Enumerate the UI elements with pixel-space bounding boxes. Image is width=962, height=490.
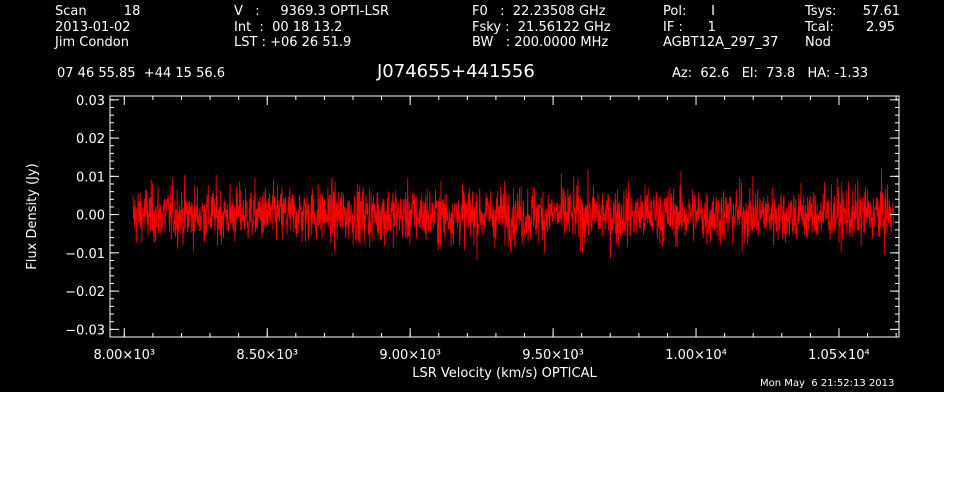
project-label: AGBT12A_297_37 xyxy=(663,35,779,50)
rest-frequency-label: F0 : 22.23508 GHz xyxy=(472,4,606,19)
y-tick-label: 0.02 xyxy=(76,132,105,147)
y-tick-label: 0.01 xyxy=(76,170,105,185)
lst-label: LST : +06 26 51.9 xyxy=(234,35,352,50)
y-tick-label: −0.01 xyxy=(65,247,105,262)
polarization-label: Pol: I xyxy=(663,4,715,19)
integration-label: Int : 00 18 13.2 xyxy=(234,20,343,35)
spectrum-chart: −0.03 −0.02 −0.01 0.00 0.01 0.02 0.03 8.00×10³ 8… xyxy=(25,94,900,381)
x-tick-label: 8.50×10³ xyxy=(236,348,298,363)
x-tick-label: 9.50×10³ xyxy=(522,348,584,363)
x-tick-label: 9.00×10³ xyxy=(379,348,441,363)
nod-label: Nod xyxy=(805,35,831,50)
tcal-value: 2.95 xyxy=(866,20,895,35)
ticks-layer: −0.03 −0.02 −0.01 0.00 0.01 0.02 0.03 8.00×10³ 8… xyxy=(65,94,899,363)
tsys-value: 57.61 xyxy=(862,4,900,19)
y-tick-label: −0.02 xyxy=(65,285,105,300)
timestamp-label: Mon May 6 21:52:13 2013 xyxy=(760,378,895,389)
tcal-label: Tcal: xyxy=(805,20,834,35)
x-axis-label: LSR Velocity (km/s) OPTICAL xyxy=(412,366,597,381)
x-tick-label: 1.05×10⁴ xyxy=(808,348,870,363)
y-tick-label: 0.03 xyxy=(76,94,105,109)
scan-label: Scan 18 xyxy=(55,4,141,19)
source-name: J074655+441556 xyxy=(377,61,535,82)
tsys-label: Tsys: xyxy=(805,4,837,19)
sky-frequency-label: Fsky : 21.56122 GHz xyxy=(472,20,611,35)
bandwidth-label: BW : 200.0000 MHz xyxy=(472,35,609,50)
y-tick-label: 0.00 xyxy=(76,209,105,224)
y-tick-label: −0.03 xyxy=(65,323,105,338)
y-axis-label: Flux Density (Jy) xyxy=(25,163,40,269)
observer-label: Jim Condon xyxy=(55,35,129,50)
date-label: 2013-01-02 xyxy=(55,20,131,35)
coordinates-label: 07 46 55.85 +44 15 56.6 xyxy=(57,66,226,81)
velocity-label: V : 9369.3 OPTI-LSR xyxy=(234,4,390,19)
pointing-label: Az: 62.6 El: 73.8 HA: -1.33 xyxy=(672,66,869,81)
x-tick-label: 8.00×10³ xyxy=(93,348,155,363)
plot-frame xyxy=(109,95,900,338)
spectrum-series-line xyxy=(132,168,894,261)
spectrum-trace-layer xyxy=(132,168,894,261)
x-tick-label: 1.00×10⁴ xyxy=(665,348,727,363)
if-label: IF : 1 xyxy=(663,20,716,35)
